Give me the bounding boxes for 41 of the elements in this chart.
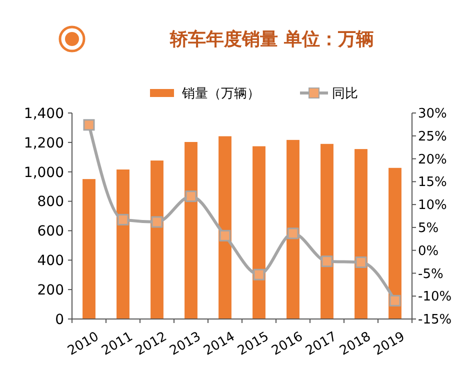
y2-tick-label: 20% xyxy=(418,152,447,168)
bar xyxy=(286,140,300,319)
bar xyxy=(354,149,368,319)
y2-tick-label: 30% xyxy=(418,106,447,122)
point xyxy=(253,268,265,280)
bar xyxy=(150,160,164,319)
y2-tick-label: 10% xyxy=(418,198,447,214)
y-tick-label: 0 xyxy=(55,312,64,328)
y2-tick-label: 0% xyxy=(418,244,439,259)
point xyxy=(389,294,401,306)
chart-title: 轿车年度销量 单位：万辆 xyxy=(168,29,374,50)
bar xyxy=(388,168,402,319)
y-tick-label: 200 xyxy=(37,282,64,298)
y2-tick-label: 15% xyxy=(418,175,447,190)
legend-label: 销量（万辆） xyxy=(181,86,260,102)
y2-tick-label: -10% xyxy=(418,290,452,305)
legend-label: 同比 xyxy=(332,86,358,102)
bar xyxy=(116,170,130,319)
bar xyxy=(184,142,198,319)
y-tick-label: 600 xyxy=(37,224,64,240)
point xyxy=(117,214,129,226)
bar xyxy=(320,144,334,319)
y2-tick-label: 25% xyxy=(418,129,447,144)
y-tick-label: 1,400 xyxy=(24,106,64,122)
y2-tick-label: 5% xyxy=(418,220,439,236)
point xyxy=(287,228,299,240)
bar xyxy=(82,179,96,319)
y2-tick-label: -15% xyxy=(418,312,452,328)
bar xyxy=(252,146,266,319)
point xyxy=(185,190,197,202)
y-tick-label: 1,200 xyxy=(24,135,64,152)
point xyxy=(151,216,163,228)
y2-tick-label: -5% xyxy=(418,266,444,282)
y-tick-label: 800 xyxy=(37,194,64,210)
point xyxy=(219,230,231,242)
y-tick-label: 1,000 xyxy=(24,164,64,181)
point xyxy=(321,256,333,268)
bar xyxy=(218,136,232,319)
point xyxy=(83,119,95,131)
y-tick-label: 400 xyxy=(37,253,64,270)
point xyxy=(355,256,367,268)
